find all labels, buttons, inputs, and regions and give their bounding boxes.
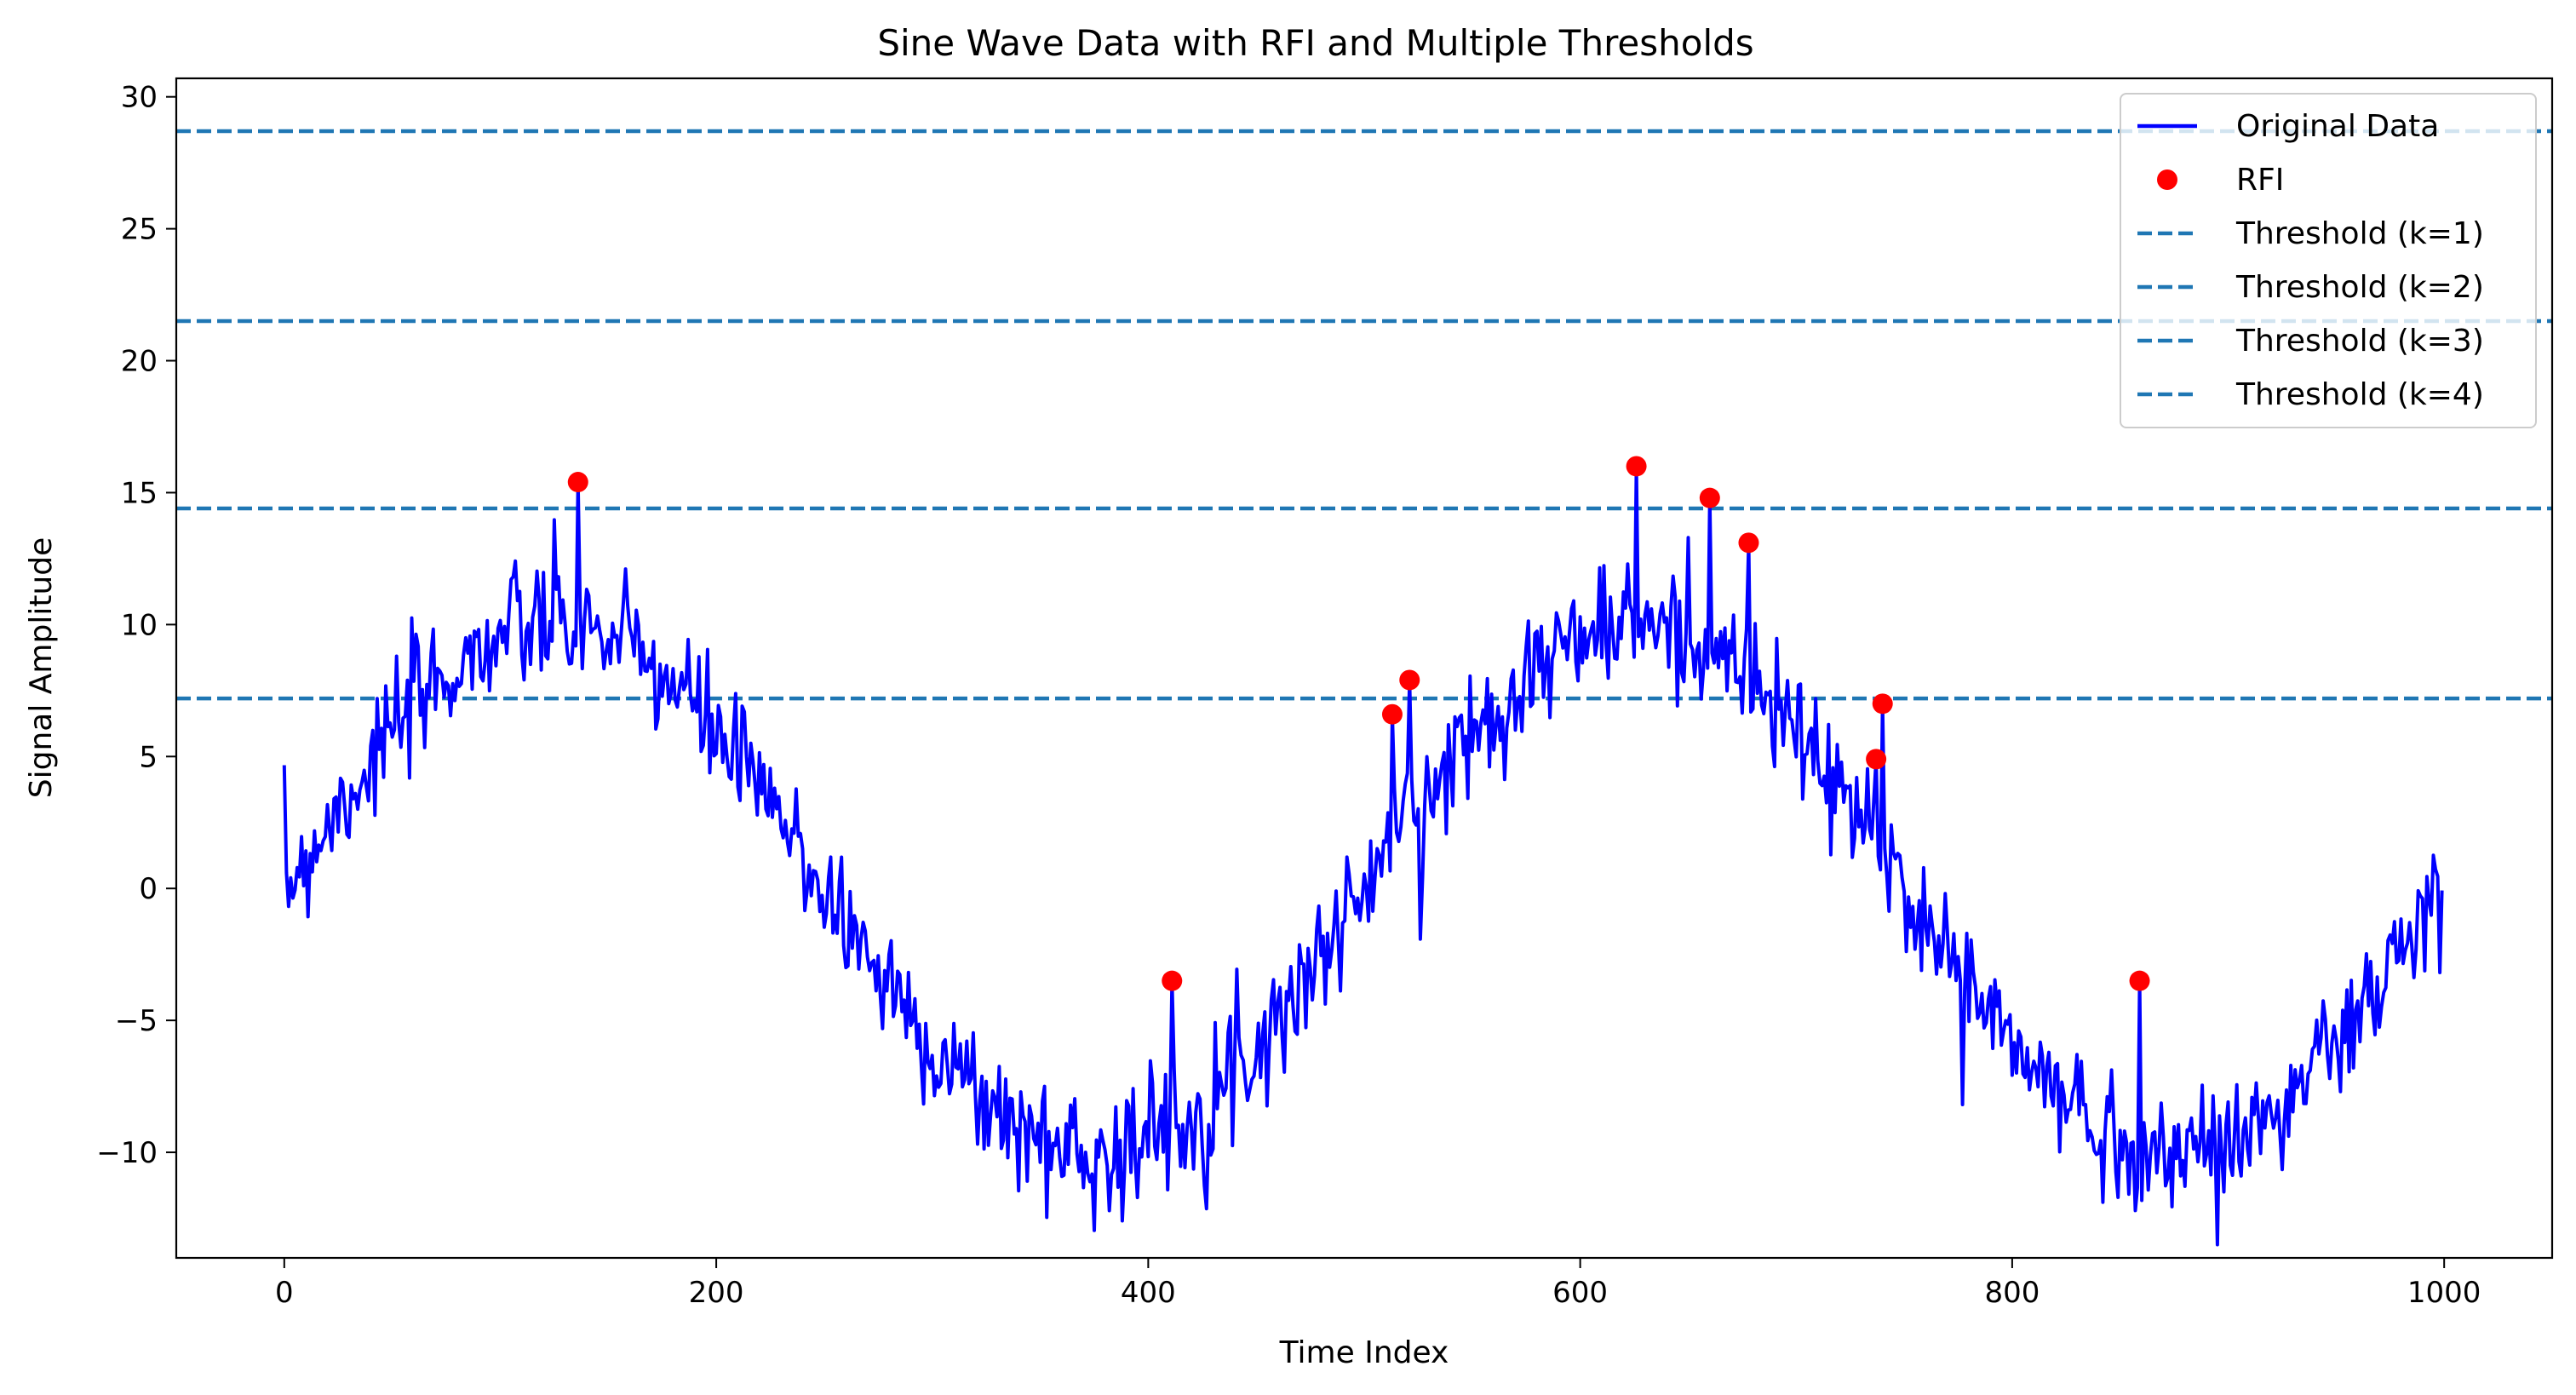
threshold-lines: [176, 129, 2552, 701]
x-tick-label-1000: 1000: [2407, 1276, 2481, 1310]
legend-item-4-label: Threshold (k=3): [2235, 324, 2484, 359]
rfi-point-2: [1381, 703, 1403, 725]
legend-item-0-label: Original Data: [2236, 109, 2439, 144]
y-tick-label-20: 20: [121, 345, 158, 379]
rfi-point-5: [1699, 487, 1720, 508]
rfi-point-9: [2129, 970, 2150, 991]
legend-item-3-label: Threshold (k=2): [2235, 270, 2484, 305]
rfi-points: [567, 456, 2150, 991]
y-tick-label-25: 25: [121, 213, 158, 247]
rfi-point-8: [1872, 693, 1893, 715]
x-tick-label-0: 0: [275, 1276, 294, 1310]
y-tick-label-0: 0: [139, 872, 158, 906]
rfi-point-7: [1866, 749, 1887, 770]
rfi-point-1: [1162, 970, 1183, 991]
legend-item-1-swatch: [2157, 169, 2177, 190]
x-tick-label-600: 600: [1552, 1276, 1608, 1310]
y-tick-label-5: 5: [139, 740, 158, 774]
legend-box: [2120, 93, 2537, 428]
x-tick-label-400: 400: [1121, 1276, 1176, 1310]
plot-border: [175, 77, 2554, 1260]
chart-title: Sine Wave Data with RFI and Multiple Thr…: [877, 22, 1753, 64]
rfi-point-6: [1738, 532, 1759, 554]
legend-item-2-label: Threshold (k=1): [2235, 216, 2484, 251]
rfi-point-3: [1399, 669, 1420, 691]
legend-item-5-label: Threshold (k=4): [2235, 377, 2484, 412]
data-line: [282, 464, 2444, 1247]
y-tick-label-10: 10: [121, 608, 158, 642]
y-tick-label-30: 30: [121, 81, 158, 115]
rfi-point-4: [1626, 456, 1647, 477]
y-tick-label--10: −10: [96, 1136, 158, 1170]
original-data-line: [282, 464, 2444, 1247]
x-axis: 0 200 400 600 800 1000: [275, 1258, 2481, 1310]
legend-items: Original Data RFI Threshold (k=1) Threshold…: [2137, 109, 2484, 412]
x-tick-label-800: 800: [1984, 1276, 2040, 1310]
y-axis: −10 −5 0 5 10 15 20 25 30: [96, 81, 176, 1170]
y-axis-label: Signal Amplitude: [24, 537, 59, 799]
rfi-point-0: [567, 472, 588, 493]
y-tick-label-15: 15: [121, 476, 158, 510]
x-tick-label-200: 200: [689, 1276, 744, 1310]
legend: Original Data RFI Threshold (k=1) Threshold…: [2120, 93, 2537, 428]
y-tick-label--5: −5: [115, 1004, 158, 1038]
x-axis-label: Time Index: [1279, 1335, 1449, 1370]
legend-item-1-label: RFI: [2236, 163, 2284, 198]
